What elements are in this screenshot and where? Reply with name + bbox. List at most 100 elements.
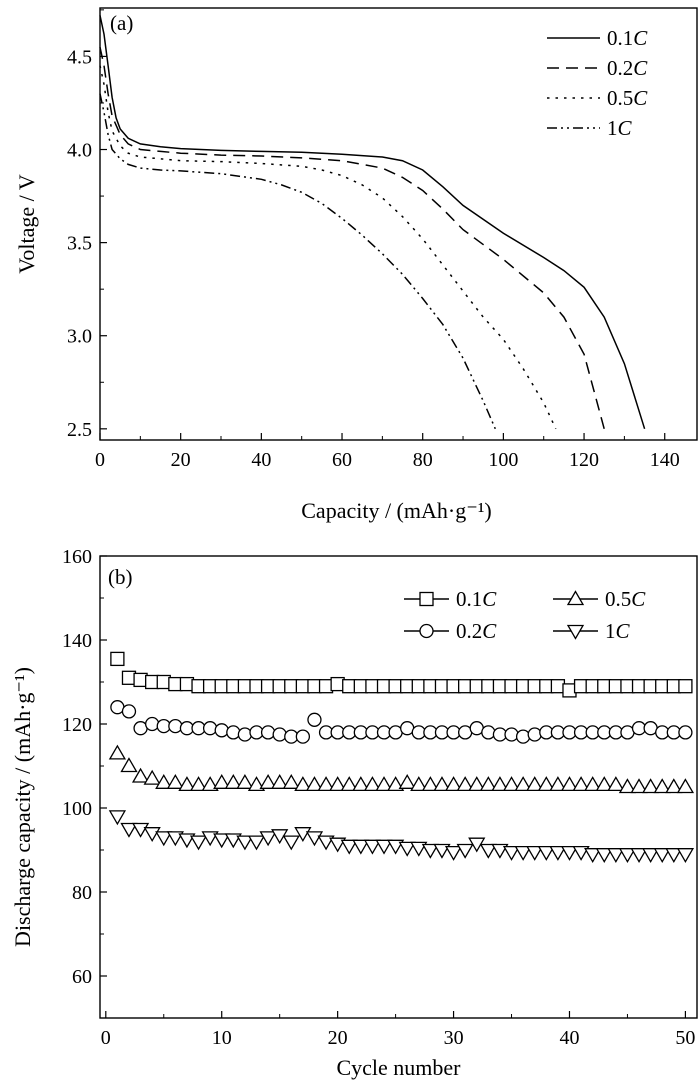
- panel-b-y-tick-label: 160: [62, 546, 92, 568]
- panel-b-point-series2: [491, 776, 509, 792]
- panel-b-point-series2: [166, 773, 184, 789]
- panel-b-legend-unit-2: C: [631, 587, 646, 611]
- panel-b-point-series3: [120, 822, 138, 838]
- panel-b-y-tick-label: 100: [62, 798, 92, 820]
- panel-b-point-series2: [537, 776, 555, 792]
- panel-b-point-series2: [526, 776, 544, 792]
- panel-b-point-series3: [155, 831, 173, 847]
- panel-b-point-series3: [259, 831, 277, 847]
- panel-a-legend-label-0: 0.1C: [607, 26, 648, 50]
- panel-a-series-line-1: [99, 46, 605, 429]
- panel-a-legend: 0.1C 0.2C 0.5C 1C: [547, 26, 648, 140]
- panel-a-x-tick-label: 120: [569, 449, 599, 471]
- panel-b-point-series3: [363, 839, 382, 855]
- panel-b-point-series3: [549, 845, 567, 861]
- panel-b-point-series2: [618, 778, 637, 794]
- panel-b-point-series2: [410, 776, 428, 792]
- panel-b-point-series3: [665, 848, 683, 864]
- panel-b-point-series3: [189, 835, 208, 851]
- panel-b-point-series1: [678, 725, 693, 740]
- panel-b-legend: 0.1C 0.2C 0.5C 1C: [404, 587, 646, 643]
- panel-b-point-series2: [514, 776, 532, 792]
- panel-b-label: (b): [108, 565, 133, 589]
- panel-b-point-series2: [549, 776, 567, 792]
- panel-b-point-series2: [340, 776, 358, 792]
- panel-a-voltage-profile: 0 20 40 60 80 100 120 140 2.5 3.0 3.5 4.0 4.5 (a) 0.…: [14, 7, 698, 523]
- panel-b-point-series0: [678, 679, 693, 694]
- panel-b-point-series1: [202, 721, 218, 736]
- panel-b-point-series3: [236, 835, 254, 851]
- panel-b-point-series3: [213, 833, 231, 849]
- panel-b-point-series3: [676, 848, 695, 864]
- panel-b-y-tick-label: 140: [62, 630, 92, 652]
- panel-a-x-tick-label: 100: [488, 449, 518, 471]
- panel-b-legend-label-2: 0.5C: [605, 587, 646, 611]
- panel-b-point-series1: [168, 718, 183, 734]
- panel-a-legend-label-1: 0.2C: [607, 56, 648, 80]
- panel-b-point-series2: [120, 757, 138, 773]
- panel-b-point-series2: [305, 776, 324, 792]
- panel-b-point-series3: [398, 841, 416, 857]
- panel-b-point-series3: [352, 839, 370, 855]
- panel-b-point-series2: [479, 776, 497, 792]
- panel-b-point-series0: [110, 651, 125, 667]
- panel-b-point-series2: [595, 776, 613, 792]
- panel-b-x-tick-label: 20: [328, 1027, 348, 1049]
- panel-b-point-series3: [247, 835, 266, 851]
- panel-b-x-tick-label: 40: [559, 1027, 579, 1049]
- panel-a-y-tick-label: 4.5: [67, 46, 92, 68]
- panel-b-point-series1: [481, 725, 496, 740]
- panel-b-point-series2: [444, 776, 463, 792]
- panel-b-point-series3: [329, 837, 347, 853]
- panel-b-legend-label-1: 0.2C: [456, 619, 497, 643]
- panel-b-x-axis-title: Cycle number: [336, 1055, 461, 1080]
- panel-b-point-series3: [433, 843, 451, 859]
- panel-a-series-line-0: [99, 15, 646, 430]
- panel-b-point-series3: [421, 843, 440, 859]
- panel-b-legend-marker-1: [419, 623, 434, 639]
- panel-a-x-tick-label: 20: [171, 449, 191, 471]
- panel-b-y-tick-label: 60: [72, 966, 92, 988]
- panel-a-series-line-3: [99, 93, 496, 430]
- panel-b-point-series1: [527, 727, 542, 742]
- panel-b-point-series3: [502, 845, 521, 861]
- panel-b-point-series3: [618, 848, 637, 864]
- panel-b-point-series3: [282, 835, 300, 851]
- panel-b-point-series3: [479, 843, 497, 859]
- panel-b-point-series2: [665, 778, 683, 794]
- panel-a-legend-label-2: 0.5C: [607, 86, 648, 110]
- panel-b-point-series2: [560, 776, 579, 792]
- panel-b-point-series2: [247, 776, 266, 792]
- panel-b-point-series3: [607, 848, 625, 864]
- panel-b-point-series2: [224, 773, 242, 789]
- panel-b-point-series2: [213, 773, 231, 789]
- panel-b-legend-marker-3: [566, 624, 585, 640]
- panel-b-point-series2: [584, 776, 602, 792]
- panel-b-point-series1: [307, 712, 322, 727]
- panel-b-point-series3: [375, 839, 393, 855]
- panel-b-point-series3: [340, 839, 358, 855]
- panel-b-point-series1: [121, 704, 137, 719]
- panel-b-y-tick-label: 120: [62, 714, 92, 736]
- panel-a-y-tick-label: 2.5: [67, 419, 92, 441]
- panel-b-point-series3: [166, 831, 184, 847]
- panel-b-y-tick-label: 80: [72, 882, 92, 904]
- panel-b-point-series2: [630, 778, 648, 794]
- panel-b-point-series2: [131, 767, 150, 783]
- panel-a-legend-unit-3: C: [618, 116, 633, 140]
- panel-b-point-series2: [282, 773, 300, 789]
- panel-b-point-series3: [178, 833, 196, 849]
- panel-b-point-series2: [456, 776, 474, 792]
- panel-b-point-series2: [421, 776, 440, 792]
- panel-b-point-series1: [214, 723, 229, 738]
- panel-b-point-series1: [260, 725, 276, 740]
- panel-b-point-series1: [295, 729, 311, 744]
- panel-b-legend-label-0: 0.1C: [456, 587, 497, 611]
- panel-b-point-series3: [317, 835, 335, 851]
- panel-b-point-series2: [386, 776, 405, 792]
- panel-b-point-series3: [630, 848, 648, 864]
- panel-b-point-series3: [526, 845, 544, 861]
- panel-a-x-tick-label: 0: [95, 449, 105, 471]
- panel-b-point-series3: [595, 848, 613, 864]
- panel-b-point-series3: [143, 827, 161, 843]
